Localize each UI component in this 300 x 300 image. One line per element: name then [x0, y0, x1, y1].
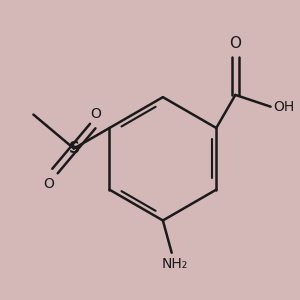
Text: NH₂: NH₂: [161, 257, 188, 271]
Text: O: O: [230, 37, 242, 52]
Text: O: O: [44, 177, 55, 191]
Text: OH: OH: [274, 100, 295, 114]
Text: S: S: [68, 141, 80, 156]
Text: O: O: [90, 107, 101, 121]
